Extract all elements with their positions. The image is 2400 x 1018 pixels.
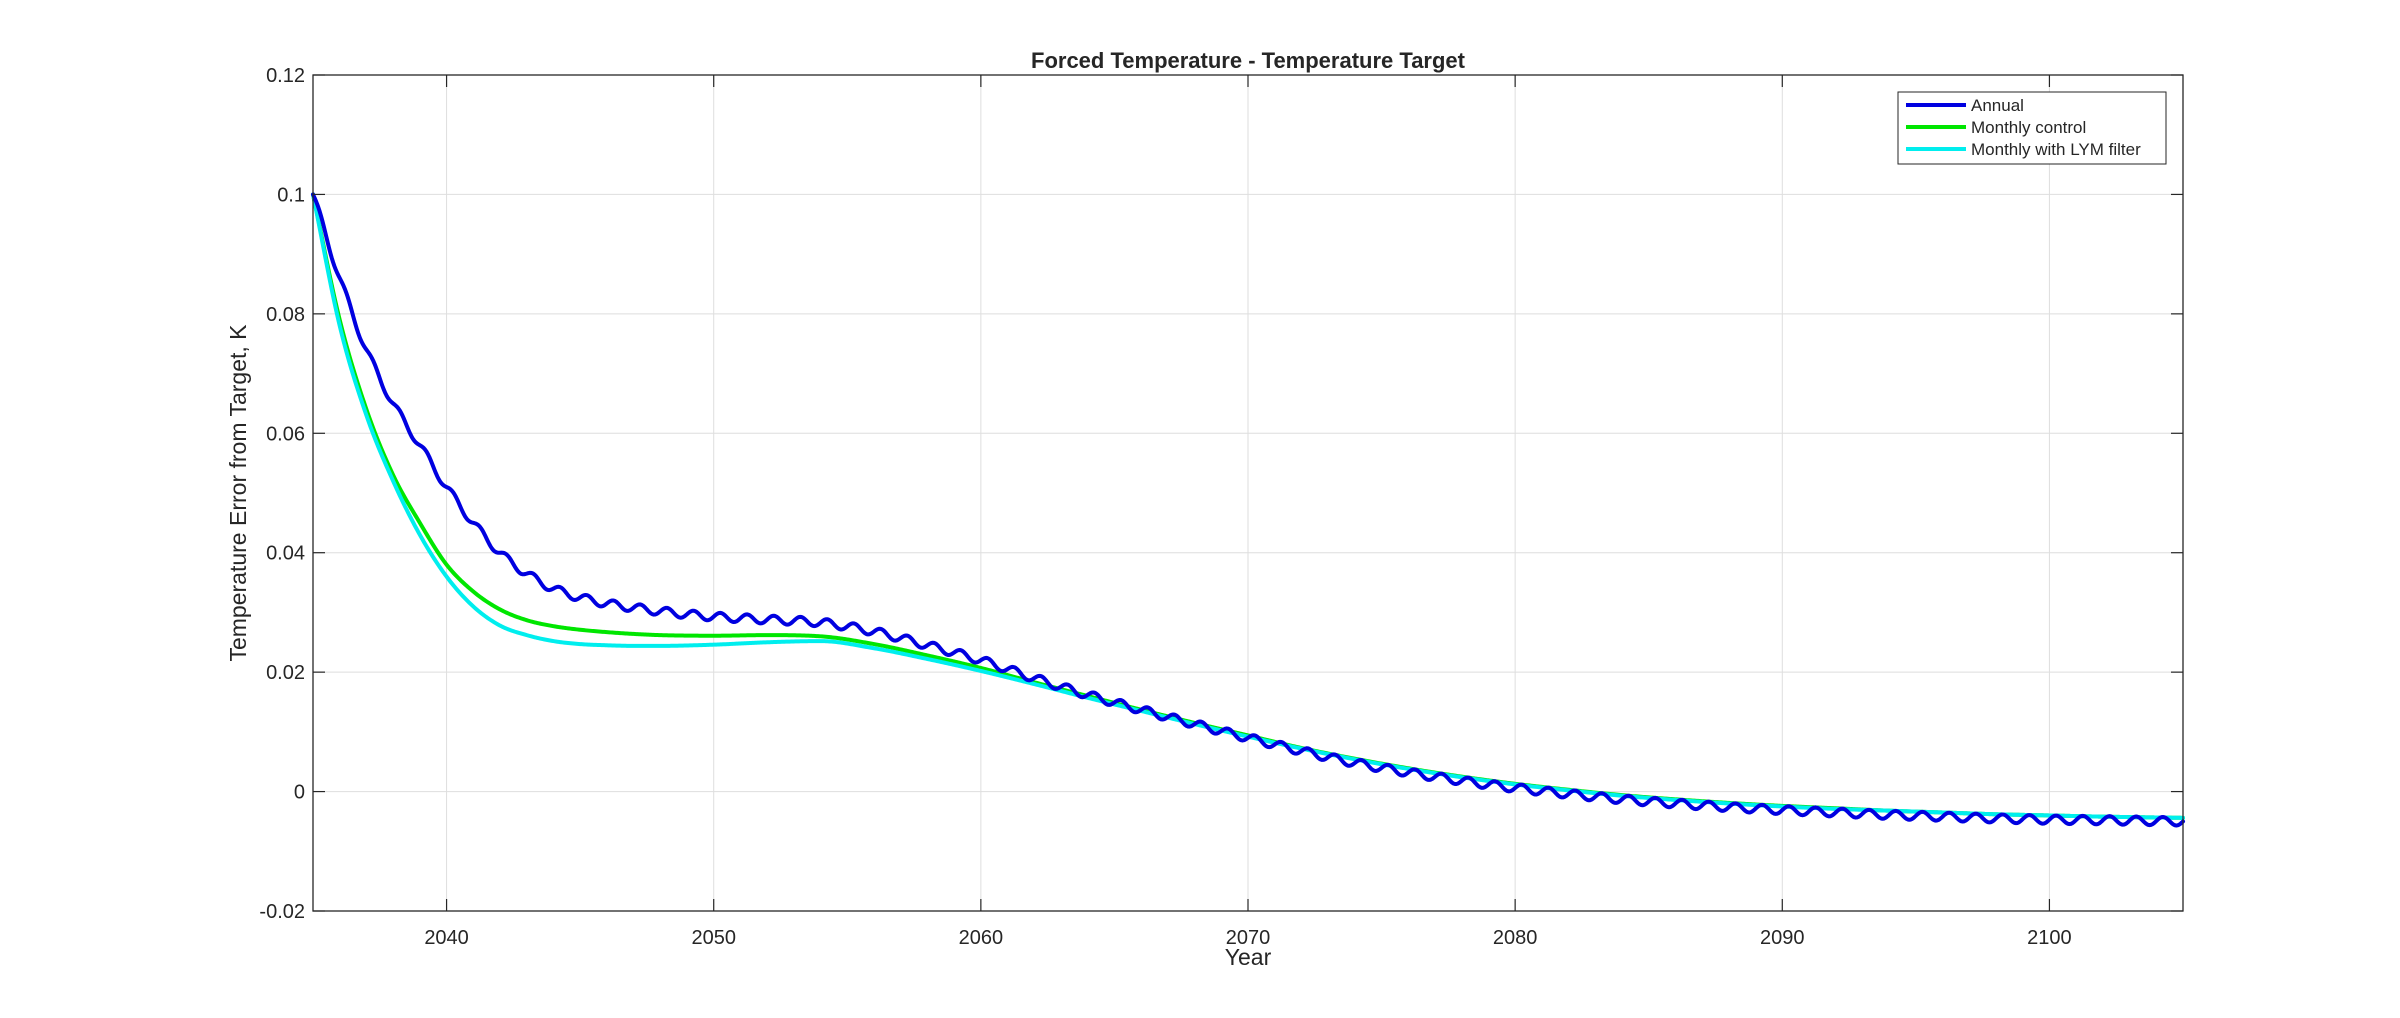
series-lines [311, 192, 2185, 828]
axis-ticks [313, 74, 2183, 912]
legend: Annual Monthly control Monthly with LYM … [1897, 91, 2167, 165]
chart-title: Forced Temperature - Temperature Target [1031, 48, 1466, 73]
x-tick-label: 2090 [1760, 927, 1805, 949]
x-tick-labels: 2040 2050 2060 2070 2080 2090 2100 [424, 927, 2071, 949]
x-tick-label: 2100 [2027, 927, 2072, 949]
x-axis-label: Year [1225, 944, 1272, 970]
x-tick-label: 2040 [424, 927, 469, 949]
x-tick-label: 2060 [959, 927, 1004, 949]
x-tick-label: 2070 [1226, 927, 1271, 949]
y-axis-label: Temperature Error from Target, K [225, 324, 251, 662]
legend-label-annual: Annual [1971, 96, 2024, 115]
legend-label-monthly-lym: Monthly with LYM filter [1971, 140, 2141, 159]
legend-label-monthly-control: Monthly control [1971, 118, 2086, 137]
y-tick-label: 0.1 [277, 184, 305, 206]
x-tick-label: 2080 [1493, 927, 1538, 949]
x-tick-label: 2050 [691, 927, 736, 949]
y-tick-label: 0.02 [266, 662, 305, 684]
y-tick-label: 0.08 [266, 304, 305, 326]
y-tick-label: 0.04 [266, 543, 305, 565]
y-tick-label: 0 [294, 782, 305, 804]
y-tick-label: 0.06 [266, 423, 305, 445]
series-line-annual [311, 192, 2185, 828]
y-tick-label: -0.02 [259, 901, 305, 923]
y-tick-labels: -0.02 0 0.02 0.04 0.06 0.08 0.1 0.12 [259, 65, 305, 923]
y-tick-label: 0.12 [266, 65, 305, 87]
